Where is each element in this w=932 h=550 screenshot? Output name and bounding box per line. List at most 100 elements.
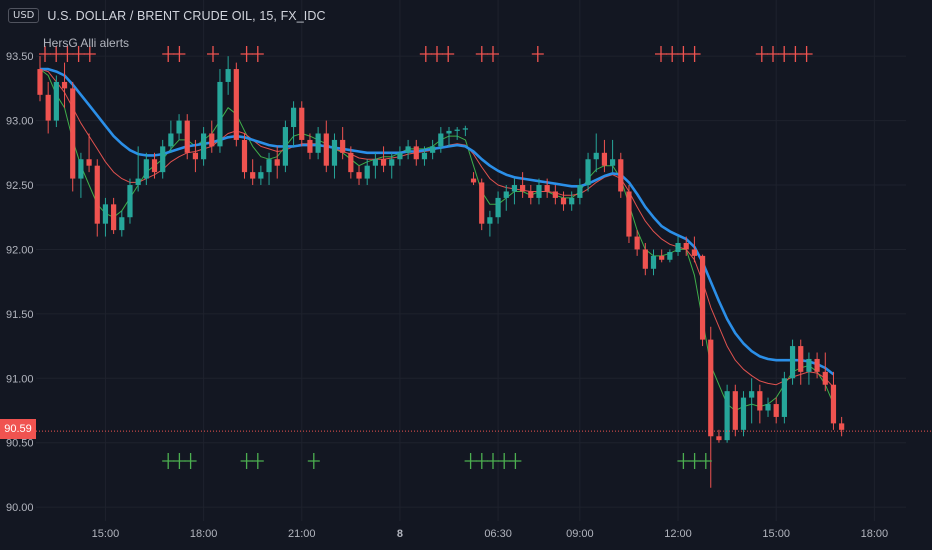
candle-down [209, 133, 215, 147]
ma-slow-line [40, 67, 835, 376]
candle-up [127, 185, 133, 218]
candle-down [544, 185, 550, 192]
buy-marker [464, 453, 477, 469]
candle-up [168, 133, 174, 147]
candle-up [315, 133, 321, 153]
candle-up [217, 81, 223, 147]
candle-down [274, 159, 280, 166]
chart-header: USD U.S. DOLLAR / BRENT CRUDE OIL, 15, F… [8, 8, 326, 23]
candle-down [683, 243, 689, 250]
candle-up [266, 159, 272, 173]
candle-down [37, 69, 43, 95]
candle-up [421, 152, 428, 160]
candle-up [176, 120, 182, 134]
candle-up [102, 204, 109, 224]
candle-down [307, 139, 313, 153]
candle-down [691, 249, 697, 256]
x-tick-label: 21:00 [288, 528, 316, 540]
candle-down [659, 255, 665, 260]
sell-marker [800, 46, 813, 62]
sell-marker [755, 46, 768, 62]
sell-marker [655, 46, 667, 62]
candle-down [839, 423, 845, 430]
candle-down [773, 404, 779, 417]
candle-up [364, 165, 370, 179]
candle-up [765, 404, 771, 411]
candle-down [822, 371, 828, 385]
candle-down [94, 165, 100, 224]
candle-down [356, 172, 362, 179]
candle-down [757, 391, 763, 411]
candle-up [438, 133, 444, 147]
candle-down [716, 436, 722, 441]
candle-up [724, 391, 730, 441]
candle-down [708, 339, 714, 437]
candle-up [749, 391, 755, 398]
candle-down [241, 139, 248, 173]
y-tick-label: 92.00 [6, 244, 34, 256]
candle-down [634, 236, 640, 250]
candle-up [282, 127, 288, 166]
candle-up [143, 159, 149, 179]
buy-marker [173, 453, 186, 469]
buy-marker [240, 453, 253, 469]
indicator-label[interactable]: HersG Alli alerts [43, 36, 130, 50]
candle-down [413, 146, 419, 160]
sell-marker [207, 46, 219, 62]
candle-down [642, 249, 648, 269]
sell-marker [162, 46, 175, 62]
buy-marker [699, 453, 712, 469]
candle-down [340, 139, 346, 153]
candle-down [45, 94, 51, 121]
sell-marker [778, 46, 791, 62]
candle-down [380, 159, 387, 166]
y-tick-label: 91.50 [6, 309, 34, 321]
buy-marker [162, 453, 175, 469]
sell-marker [61, 46, 74, 62]
candle-down [192, 152, 199, 160]
x-tick-label: 09:00 [566, 528, 594, 540]
sell-marker [767, 46, 779, 62]
sell-marker [83, 46, 96, 62]
candle-up [258, 172, 264, 179]
candle-up [585, 159, 591, 186]
candle-down [233, 69, 239, 140]
candle-up [331, 139, 338, 166]
y-tick-label: 90.00 [6, 502, 34, 514]
candle-up [372, 159, 378, 166]
candle-down [626, 191, 632, 237]
buy-marker [475, 453, 488, 469]
symbol-title[interactable]: U.S. DOLLAR / BRENT CRUDE OIL, 15, FX_ID… [47, 8, 326, 23]
currency-badge[interactable]: USD [8, 8, 40, 23]
sell-marker [666, 46, 679, 62]
sell-marker [475, 46, 488, 62]
candle-down [699, 255, 706, 340]
x-tick-label: 06:30 [484, 528, 512, 540]
candle-down [70, 88, 76, 179]
buy-marker [487, 453, 499, 469]
candle-up [667, 252, 673, 260]
ma-mid-line [39, 68, 834, 388]
candle-up [781, 378, 787, 417]
x-tick-label: 8 [397, 528, 403, 540]
candle-down [520, 185, 526, 192]
y-tick-label: 92.50 [6, 180, 34, 192]
sell-marker [487, 46, 499, 62]
sell-marker [72, 46, 85, 62]
candle-down [348, 152, 354, 173]
candle-up [290, 107, 297, 128]
x-tick-label: 15:00 [92, 528, 120, 540]
sell-marker [789, 46, 802, 62]
sell-marker [39, 46, 51, 62]
candle-up [53, 81, 59, 121]
candle-down [151, 159, 158, 173]
candle-up [495, 197, 501, 218]
candle-up [78, 159, 84, 179]
candle-up [405, 146, 411, 153]
candle-up [806, 358, 812, 372]
candle-down [323, 133, 329, 166]
candle-up [536, 185, 542, 198]
sell-marker [251, 46, 264, 62]
sell-marker [442, 46, 455, 62]
